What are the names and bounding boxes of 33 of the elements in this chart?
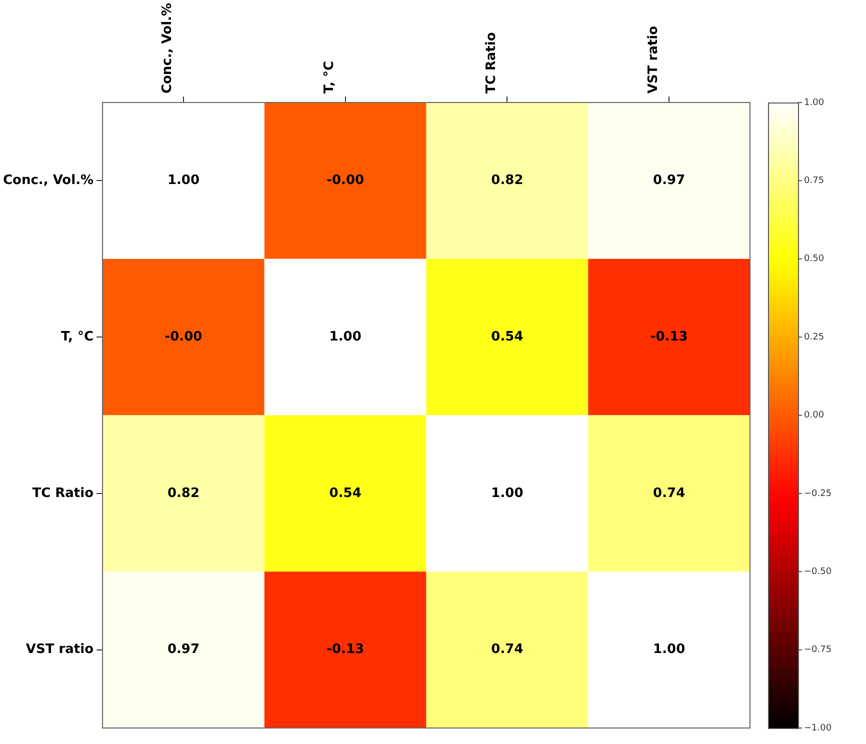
y-tick-label: Conc., Vol.%	[2, 173, 94, 188]
data-label: 0.97	[653, 173, 686, 188]
color-bar-label: −0.25	[804, 488, 832, 499]
color-bar-label: −1.00	[804, 723, 832, 734]
color-bar-label: 0.75	[804, 176, 824, 186]
data-label: -0.13	[650, 329, 688, 344]
data-label: 0.82	[167, 486, 200, 501]
data-label: 1.00	[653, 642, 686, 658]
x-tick-label: TC Ratio	[484, 32, 499, 94]
color-bar-label: 0.00	[804, 410, 824, 421]
data-label: 0.82	[491, 173, 524, 188]
color-bar-label: −0.50	[804, 566, 832, 577]
x-tick-label: T, °C	[322, 61, 338, 94]
data-label: -0.00	[164, 329, 202, 344]
data-label: -0.00	[326, 173, 364, 188]
data-label: 0.74	[653, 486, 686, 501]
data-label: 1.00	[491, 486, 524, 501]
color-bar-label: 0.25	[804, 332, 824, 342]
data-label: -0.13	[326, 642, 364, 658]
data-label: 0.97	[167, 642, 200, 658]
color-bar-label: 1.00	[804, 98, 824, 108]
y-tick-label: T, °C	[61, 329, 94, 344]
color-bar-label: −0.75	[804, 645, 832, 656]
data-label: 1.00	[167, 173, 200, 188]
data-label: 0.54	[329, 486, 362, 501]
y-tick-label: VST ratio	[26, 642, 94, 658]
y-tick-label: TC Ratio	[32, 486, 94, 501]
data-label: 0.54	[491, 329, 524, 344]
x-tick-label: VST ratio	[646, 26, 661, 94]
data-label: 1.00	[329, 329, 362, 344]
color-bar-label: 0.50	[804, 254, 824, 264]
x-tick-label: Conc., Vol.%	[160, 2, 176, 94]
data-label: 0.74	[491, 642, 524, 658]
